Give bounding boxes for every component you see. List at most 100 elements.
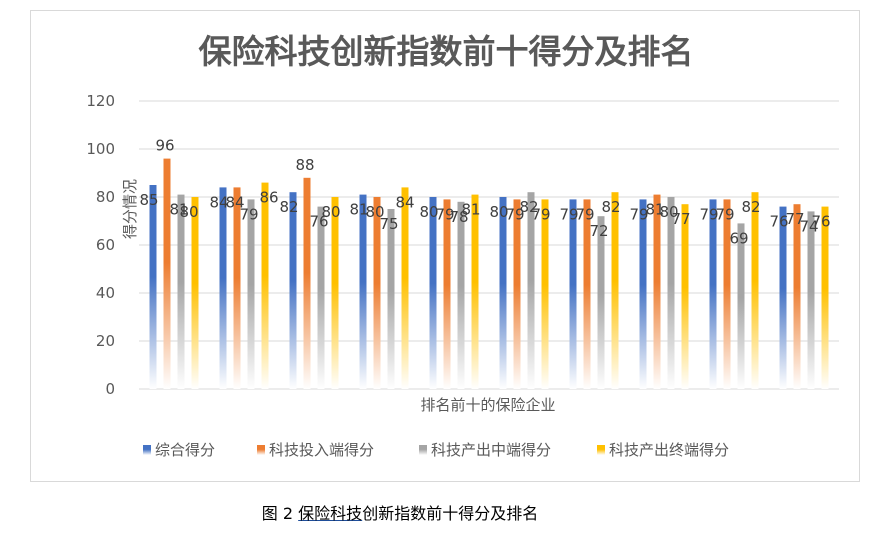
legend-label: 科技产出终端得分 bbox=[609, 441, 729, 459]
bar bbox=[373, 197, 381, 389]
data-label: 82 bbox=[601, 198, 620, 216]
data-label: 80 bbox=[321, 203, 340, 221]
data-label: 81 bbox=[349, 201, 368, 219]
bar bbox=[639, 199, 647, 389]
gridlines bbox=[139, 100, 839, 390]
data-label: 79 bbox=[239, 205, 258, 223]
chart-svg: 保险科技创新指数前十得分及排名 859681808484798682887680… bbox=[86, 32, 839, 459]
legend-swatch bbox=[419, 445, 427, 455]
y-tick-label: 40 bbox=[96, 284, 115, 302]
data-label: 79 bbox=[559, 205, 578, 223]
bar bbox=[751, 192, 759, 389]
bar bbox=[443, 199, 451, 389]
data-label: 88 bbox=[295, 156, 314, 174]
bar bbox=[247, 199, 255, 389]
bar bbox=[723, 199, 731, 389]
bar bbox=[303, 177, 311, 389]
y-tick-label: 0 bbox=[105, 380, 115, 398]
legend-label: 综合得分 bbox=[155, 441, 215, 459]
chart-frame: 保险科技创新指数前十得分及排名 85 96 81 80 84 84 79 86 82 88 76 80… bbox=[30, 10, 860, 482]
bar bbox=[499, 197, 507, 389]
bar bbox=[289, 192, 297, 389]
bar bbox=[149, 185, 157, 389]
bar bbox=[261, 182, 269, 389]
data-label: 80 bbox=[419, 203, 438, 221]
data-label: 86 bbox=[259, 189, 278, 207]
y-tick-label: 100 bbox=[86, 140, 115, 158]
legend-swatch bbox=[143, 445, 151, 455]
bar bbox=[779, 206, 787, 389]
data-label: 77 bbox=[785, 210, 804, 228]
y-tick-label: 80 bbox=[96, 188, 115, 206]
bar bbox=[387, 209, 395, 389]
data-label: 85 bbox=[139, 191, 158, 209]
y-tick-label: 20 bbox=[96, 332, 115, 350]
data-label: 82 bbox=[519, 198, 538, 216]
legend-label: 科技产出中端得分 bbox=[431, 441, 551, 459]
bar bbox=[667, 197, 675, 389]
figure-caption: 图 2 保险科技创新指数前十得分及排名 bbox=[0, 500, 800, 524]
data-label: 82 bbox=[741, 198, 760, 216]
data-label: 74 bbox=[799, 217, 818, 235]
data-label: 76 bbox=[811, 213, 830, 231]
data-label: 79 bbox=[699, 205, 718, 223]
bar bbox=[793, 204, 801, 389]
bar bbox=[163, 158, 171, 389]
data-label: 84 bbox=[395, 193, 414, 211]
bar bbox=[541, 199, 549, 389]
figure-number: 图 2 bbox=[261, 504, 294, 523]
y-axis-title: 得分情况 bbox=[121, 179, 139, 239]
data-label: 81 bbox=[169, 201, 188, 219]
data-label: 79 bbox=[505, 205, 524, 223]
data-label: 82 bbox=[279, 198, 298, 216]
data-label: 81 bbox=[461, 201, 480, 219]
data-label: 96 bbox=[155, 137, 174, 155]
chart-title: 保险科技创新指数前十得分及排名 bbox=[199, 32, 694, 71]
data-label: 78 bbox=[449, 208, 468, 226]
caption-link[interactable]: 保险科技 bbox=[298, 504, 363, 523]
bars bbox=[149, 158, 829, 389]
legend-label: 科技投入端得分 bbox=[269, 441, 374, 459]
data-label: 76 bbox=[309, 213, 328, 231]
data-label: 79 bbox=[629, 205, 648, 223]
data-label: 79 bbox=[531, 205, 550, 223]
bar bbox=[527, 192, 535, 389]
data-label: 79 bbox=[715, 205, 734, 223]
bar bbox=[513, 199, 521, 389]
data-label: 72 bbox=[589, 222, 608, 240]
bar bbox=[219, 187, 227, 389]
bar bbox=[401, 187, 409, 389]
bar bbox=[569, 199, 577, 389]
bar bbox=[653, 194, 661, 389]
x-axis-title: 排名前十的保险企业 bbox=[420, 396, 555, 414]
bar bbox=[583, 199, 591, 389]
data-label: 84 bbox=[225, 193, 244, 211]
bar bbox=[457, 201, 465, 389]
data-label: 76 bbox=[769, 213, 788, 231]
bar bbox=[191, 197, 199, 389]
legend-swatch bbox=[257, 445, 265, 455]
data-label: 77 bbox=[671, 210, 690, 228]
bar bbox=[681, 204, 689, 389]
bar bbox=[807, 211, 815, 389]
bar bbox=[233, 187, 241, 389]
bar bbox=[611, 192, 619, 389]
data-label: 81 bbox=[645, 201, 664, 219]
y-tick-label: 60 bbox=[96, 236, 115, 254]
data-label: 80 bbox=[659, 203, 678, 221]
bar bbox=[597, 216, 605, 389]
bar bbox=[737, 223, 745, 389]
y-tick-labels: 0 20 40 60 80 100 120 bbox=[86, 92, 115, 398]
data-label: 80 bbox=[489, 203, 508, 221]
legend-swatch bbox=[597, 445, 605, 455]
data-label: 75 bbox=[379, 215, 398, 233]
bar bbox=[177, 194, 185, 389]
data-label: 79 bbox=[435, 205, 454, 223]
data-label: 84 bbox=[209, 193, 228, 211]
bar bbox=[471, 194, 479, 389]
caption-rest: 创新指数前十得分及排名 bbox=[362, 504, 539, 523]
data-label: 80 bbox=[179, 203, 198, 221]
bar bbox=[709, 199, 717, 389]
legend: 综合得分 科技投入端得分 科技产出中端得分 科技产出终端得分 bbox=[143, 441, 729, 459]
